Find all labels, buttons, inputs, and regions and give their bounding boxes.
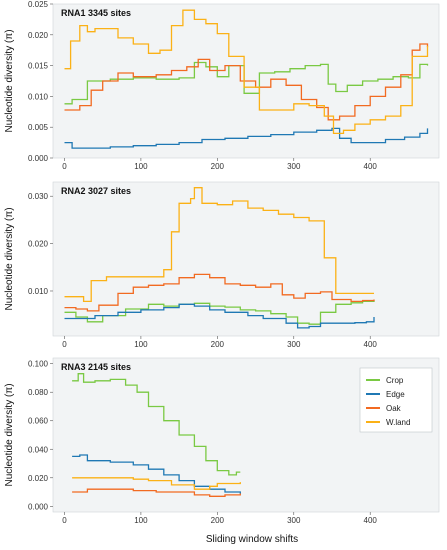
y-tick-label: 0.060	[28, 417, 49, 426]
series-line-wland	[64, 9, 429, 135]
y-tick-label: 0.020	[28, 474, 49, 483]
y-axis-label: Nucleotide diversity (π)	[4, 383, 15, 486]
series-line-oak	[64, 273, 375, 312]
x-tick-label: 100	[134, 340, 148, 349]
series-line-edge	[64, 127, 429, 149]
x-tick-label: 400	[364, 162, 378, 171]
y-tick-label: 0.030	[28, 192, 49, 201]
x-tick-label: 0	[62, 516, 67, 525]
y-tick-label: 0.010	[28, 92, 49, 101]
x-tick-label: 200	[211, 516, 225, 525]
panels: 0 100 200 300 400 0.000 0.005 0.010 0.015 0.020 0.…	[4, 0, 440, 525]
series-line-oak	[72, 488, 241, 497]
panel-1: 0 100 200 300 400 0.000 0.005 0.010 0.015 0.020 0.…	[4, 0, 440, 171]
x-axis-label: Sliding window shifts	[206, 534, 298, 545]
x-tick-label: 0	[62, 340, 67, 349]
panel-2: 0 100 200 300 400 0.010 0.020 0.030 RNA2 3027 si…	[4, 181, 440, 349]
y-tick-label: 0.005	[28, 123, 49, 132]
y-tick-label: 0.000	[28, 154, 49, 163]
legend-label: W.land	[386, 418, 410, 427]
series-line-edge	[72, 454, 241, 494]
y-tick-label: 0.040	[28, 445, 49, 454]
x-tick-label: 300	[287, 340, 301, 349]
y-tick-label: 0.020	[28, 31, 49, 40]
y-tick-label: 0.000	[28, 502, 49, 511]
series-line-wland	[72, 477, 241, 490]
x-tick-label: 400	[364, 340, 378, 349]
series-line-crop	[64, 300, 375, 325]
panel-title: RNA3 2145 sites	[61, 362, 131, 372]
y-tick-label: 0.015	[28, 62, 49, 71]
x-tick-label: 200	[211, 162, 225, 171]
y-tick-label: 0.100	[28, 360, 49, 369]
x-tick-label: 400	[364, 516, 378, 525]
y-axis-label: Nucleotide diversity (π)	[4, 207, 15, 310]
x-tick-label: 0	[62, 162, 67, 171]
series-line-crop	[64, 61, 429, 105]
y-tick-label: 0.020	[28, 240, 49, 249]
x-tick-label: 100	[134, 516, 148, 525]
legend-label: Crop	[386, 376, 404, 385]
legend-label: Oak	[386, 404, 402, 413]
series-line-wland	[64, 187, 374, 303]
panel-title: RNA2 3027 sites	[61, 186, 131, 196]
x-tick-label: 300	[287, 162, 301, 171]
y-tick-label: 0.010	[28, 287, 49, 296]
panel-title: RNA1 3345 sites	[61, 8, 131, 18]
x-tick-label: 100	[134, 162, 148, 171]
y-tick-label: 0.080	[28, 388, 49, 397]
legend: Crop Edge Oak W.land	[359, 367, 433, 433]
x-tick-label: 200	[211, 340, 225, 349]
y-tick-label: 0.025	[28, 0, 49, 9]
series-line-crop	[72, 373, 241, 476]
y-axis-label: Nucleotide diversity (π)	[4, 29, 15, 132]
series-line-edge	[64, 303, 375, 329]
x-tick-label: 300	[287, 516, 301, 525]
legend-label: Edge	[386, 390, 405, 399]
